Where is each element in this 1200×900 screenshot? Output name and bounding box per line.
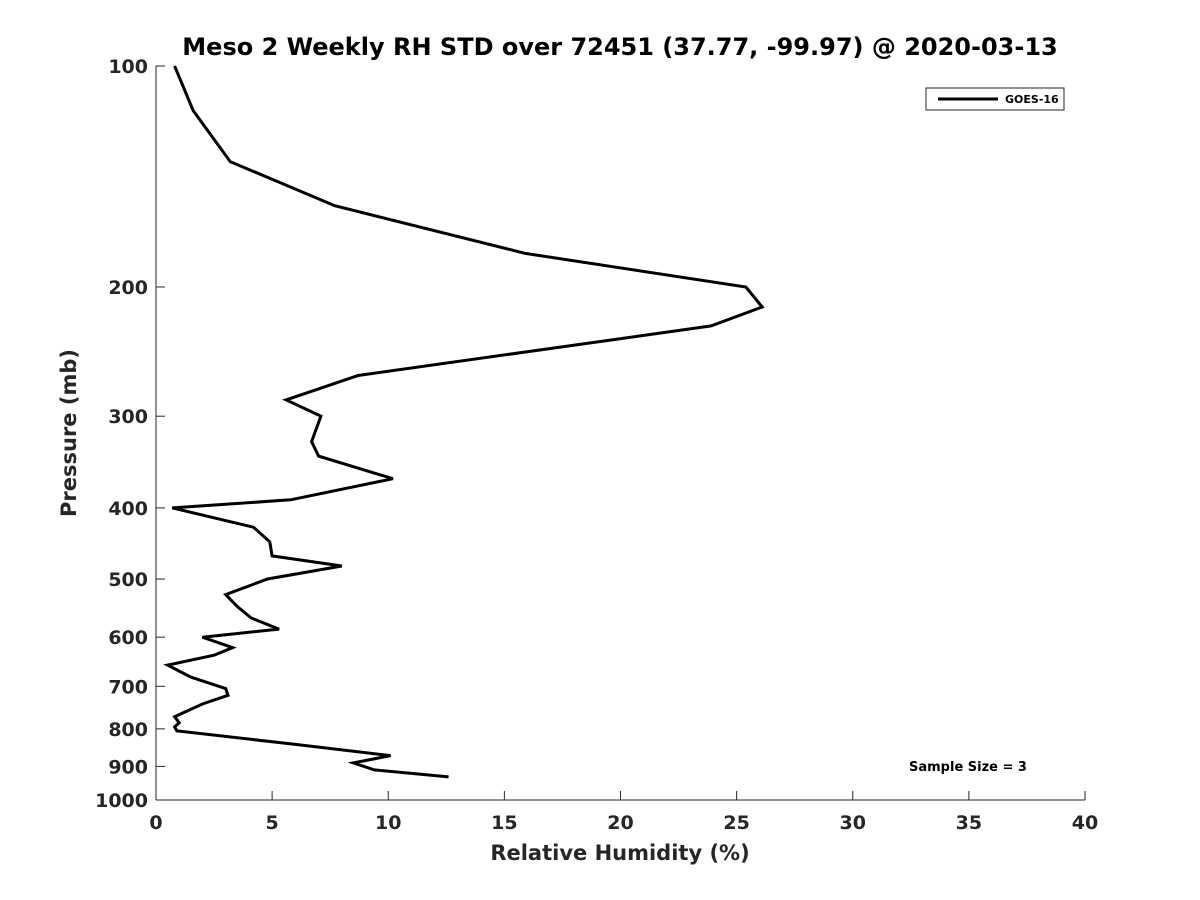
x-tick-label: 10	[375, 812, 401, 834]
y-tick-label: 400	[108, 498, 148, 520]
y-tick-label: 600	[108, 627, 148, 649]
legend-label-goes16: GOES-16	[1005, 93, 1059, 106]
y-tick-label: 300	[108, 406, 148, 428]
x-tick-label: 0	[149, 812, 162, 834]
x-axis-label: Relative Humidity (%)	[490, 841, 749, 865]
y-axis-label: Pressure (mb)	[57, 349, 81, 517]
y-tick-label: 900	[108, 756, 148, 778]
x-tick-label: 30	[840, 812, 866, 834]
y-tick-label: 800	[108, 719, 148, 741]
axes: 0 5 10 15 20 25 30 35 40 100 200 300 400 500 600 700 800…	[95, 56, 1098, 834]
chart-title: Meso 2 Weekly RH STD over 72451 (37.77, …	[182, 33, 1057, 61]
x-tick-label: 20	[607, 812, 633, 834]
x-tick-label: 25	[723, 812, 749, 834]
x-tick-label: 15	[491, 812, 517, 834]
x-tick-label: 5	[266, 812, 279, 834]
series-line-goes-16	[163, 65, 765, 779]
y-tick-label: 1000	[95, 790, 148, 812]
x-tick-label: 40	[1072, 812, 1098, 834]
y-tick-label: 200	[108, 277, 148, 299]
y-tick-label: 700	[108, 676, 148, 698]
series-layer	[163, 65, 765, 779]
y-tick-label: 500	[108, 569, 148, 591]
y-tick-label: 100	[108, 56, 148, 78]
legend: GOES-16	[925, 87, 1065, 111]
x-tick-label: 35	[956, 812, 982, 834]
sample-size-annotation: Sample Size = 3	[909, 760, 1027, 775]
